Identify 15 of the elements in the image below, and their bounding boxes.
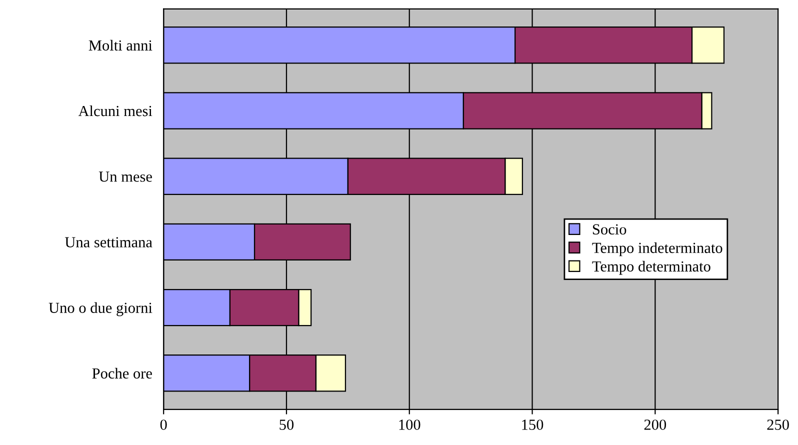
y-tick-label: Molti anni xyxy=(88,40,152,51)
y-tick-label: Un mese xyxy=(98,172,152,182)
legend-label: Socio xyxy=(592,224,626,235)
y-tick-label: Una settimana xyxy=(64,237,152,248)
x-tick-label: 200 xyxy=(644,420,666,430)
legend-label: Tempo determinato xyxy=(592,260,710,275)
x-tick-label: 0 xyxy=(160,420,167,430)
x-tick-label: 50 xyxy=(280,420,294,430)
legend-label: Tempo indeterminato xyxy=(592,242,722,256)
x-tick-label: 150 xyxy=(522,420,544,430)
y-tick-label: Uno o due giorni xyxy=(48,302,152,316)
x-tick-label: 100 xyxy=(399,420,420,430)
y-tick-label: Poche ore xyxy=(92,368,152,379)
y-tick-label: Alcuni mesi xyxy=(78,105,152,116)
x-tick-label: 250 xyxy=(767,420,789,430)
